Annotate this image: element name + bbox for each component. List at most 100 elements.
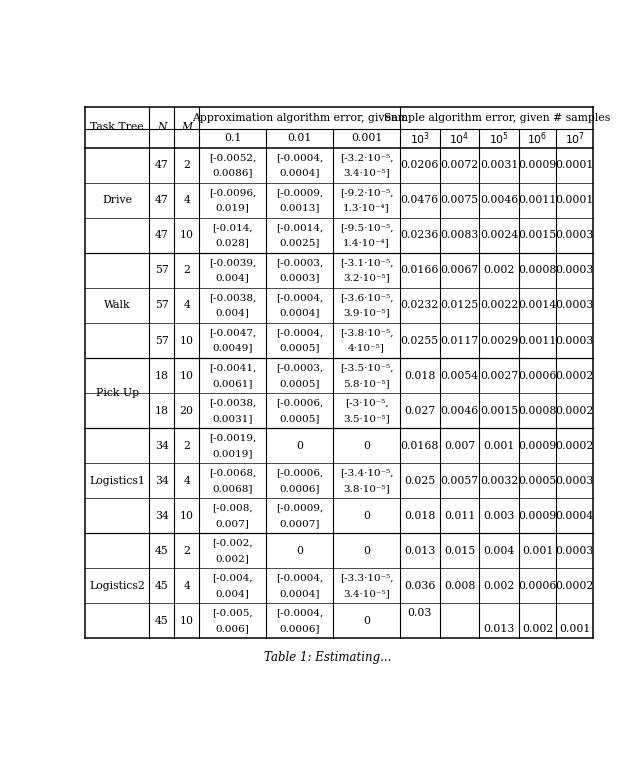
Text: 10: 10 — [180, 370, 194, 380]
Text: [-0.0038,: [-0.0038, — [209, 399, 256, 408]
Text: Approximation algorithm error, given ε: Approximation algorithm error, given ε — [192, 112, 407, 122]
Text: 0.0014: 0.0014 — [518, 301, 557, 311]
Text: 0: 0 — [363, 441, 370, 451]
Text: 0.0206: 0.0206 — [401, 161, 439, 171]
Text: 0.0003]: 0.0003] — [279, 274, 320, 282]
Text: [-9.2·10⁻⁵,: [-9.2·10⁻⁵, — [340, 188, 393, 197]
Text: 4: 4 — [183, 476, 190, 486]
Text: [-0.0019,: [-0.0019, — [209, 434, 256, 442]
Text: [-0.0041,: [-0.0041, — [209, 363, 256, 373]
Text: 3.8·10⁻⁵]: 3.8·10⁻⁵] — [343, 484, 390, 493]
Text: [-0.005,: [-0.005, — [212, 609, 253, 617]
Text: 4: 4 — [183, 301, 190, 311]
Text: [-3.3·10⁻⁵,: [-3.3·10⁻⁵, — [340, 574, 393, 583]
Text: [-3.1·10⁻⁵,: [-3.1·10⁻⁵, — [340, 259, 393, 267]
Text: N: N — [157, 122, 166, 132]
Text: 0: 0 — [363, 511, 370, 521]
Text: 0.0125: 0.0125 — [440, 301, 479, 311]
Text: [-0.0038,: [-0.0038, — [209, 293, 256, 302]
Text: 57: 57 — [155, 265, 169, 275]
Text: 0.0005]: 0.0005] — [279, 414, 320, 423]
Text: 47: 47 — [155, 195, 169, 205]
Text: 0.018: 0.018 — [404, 511, 435, 521]
Text: 34: 34 — [155, 476, 169, 486]
Text: 0.0236: 0.0236 — [401, 230, 439, 240]
Text: 0.0007]: 0.0007] — [279, 519, 320, 528]
Text: 0: 0 — [296, 441, 303, 451]
Text: 0.002: 0.002 — [483, 581, 515, 591]
Text: 0.0072: 0.0072 — [440, 161, 479, 171]
Text: Logistics1: Logistics1 — [89, 476, 145, 486]
Text: 0.03: 0.03 — [408, 608, 432, 618]
Text: 0.0006]: 0.0006] — [279, 624, 320, 633]
Text: 0.0002: 0.0002 — [556, 581, 594, 591]
Text: 0.0019]: 0.0019] — [212, 449, 253, 458]
Text: 0.0003: 0.0003 — [556, 301, 594, 311]
Text: 0.0032: 0.0032 — [480, 476, 518, 486]
Text: 0.002: 0.002 — [483, 265, 515, 275]
Text: [-3·10⁻⁵,: [-3·10⁻⁵, — [344, 399, 388, 408]
Text: 45: 45 — [155, 581, 169, 591]
Text: 0.0003: 0.0003 — [556, 336, 594, 346]
Text: [-0.0039,: [-0.0039, — [209, 259, 256, 267]
Text: 0.0057: 0.0057 — [440, 476, 479, 486]
Text: 0.0024: 0.0024 — [480, 230, 518, 240]
Text: [-3.8·10⁻⁵,: [-3.8·10⁻⁵, — [340, 328, 393, 337]
Text: 0.028]: 0.028] — [216, 239, 250, 248]
Text: 0: 0 — [296, 545, 303, 556]
Text: [-3.2·10⁻⁵,: [-3.2·10⁻⁵, — [340, 153, 393, 162]
Text: 0.018: 0.018 — [404, 370, 435, 380]
Text: 3.4·10⁻⁵]: 3.4·10⁻⁵] — [343, 168, 390, 177]
Text: [-9.5·10⁻⁵,: [-9.5·10⁻⁵, — [340, 223, 393, 232]
Text: 0.0022: 0.0022 — [480, 301, 518, 311]
Text: 0.019]: 0.019] — [216, 203, 250, 213]
Text: 34: 34 — [155, 511, 169, 521]
Text: 0.0008: 0.0008 — [518, 265, 557, 275]
Text: 0.004: 0.004 — [483, 545, 515, 556]
Text: 47: 47 — [155, 161, 169, 171]
Text: 0.004]: 0.004] — [216, 274, 250, 282]
Text: 0.0009: 0.0009 — [518, 161, 557, 171]
Text: 0.0002: 0.0002 — [556, 370, 594, 380]
Text: 18: 18 — [155, 405, 169, 415]
Text: 0.0009: 0.0009 — [518, 441, 557, 451]
Text: 0.0083: 0.0083 — [440, 230, 479, 240]
Text: $10^4$: $10^4$ — [449, 130, 470, 147]
Text: [-3.4·10⁻⁵,: [-3.4·10⁻⁵, — [340, 468, 393, 477]
Text: 0.0004]: 0.0004] — [279, 589, 320, 598]
Text: 18: 18 — [155, 370, 169, 380]
Text: [-0.0003,: [-0.0003, — [276, 363, 323, 373]
Text: $10^7$: $10^7$ — [564, 130, 585, 147]
Text: 0.0004]: 0.0004] — [279, 168, 320, 177]
Text: 0.0005]: 0.0005] — [279, 379, 320, 388]
Text: 0: 0 — [363, 545, 370, 556]
Text: [-0.014,: [-0.014, — [212, 223, 253, 232]
Text: 0.01: 0.01 — [287, 133, 312, 143]
Text: 0.0117: 0.0117 — [440, 336, 479, 346]
Text: [-0.004,: [-0.004, — [212, 574, 253, 583]
Text: 0: 0 — [363, 616, 370, 626]
Text: 0.0029: 0.0029 — [480, 336, 518, 346]
Text: 0.004]: 0.004] — [216, 589, 250, 598]
Text: Drive: Drive — [102, 195, 132, 205]
Text: 0.0476: 0.0476 — [401, 195, 439, 205]
Text: 3.2·10⁻⁵]: 3.2·10⁻⁵] — [343, 274, 390, 282]
Text: 0.0003: 0.0003 — [556, 545, 594, 556]
Text: [-0.0004,: [-0.0004, — [276, 574, 323, 583]
Text: 2: 2 — [183, 265, 190, 275]
Text: [-3.5·10⁻⁵,: [-3.5·10⁻⁵, — [340, 363, 393, 373]
Text: 0.0027: 0.0027 — [480, 370, 518, 380]
Text: Logistics2: Logistics2 — [89, 581, 145, 591]
Text: 0.0003: 0.0003 — [556, 265, 594, 275]
Text: 47: 47 — [155, 230, 169, 240]
Text: 4: 4 — [183, 581, 190, 591]
Text: 0.003: 0.003 — [483, 511, 515, 521]
Text: 10: 10 — [180, 616, 194, 626]
Text: [-0.0003,: [-0.0003, — [276, 259, 323, 267]
Text: 3.4·10⁻⁵]: 3.4·10⁻⁵] — [343, 589, 390, 598]
Text: 0.002: 0.002 — [522, 623, 553, 633]
Text: 0.025: 0.025 — [404, 476, 435, 486]
Text: 0.011: 0.011 — [444, 511, 475, 521]
Text: 0.0046: 0.0046 — [440, 405, 479, 415]
Text: [-0.0014,: [-0.0014, — [276, 223, 323, 232]
